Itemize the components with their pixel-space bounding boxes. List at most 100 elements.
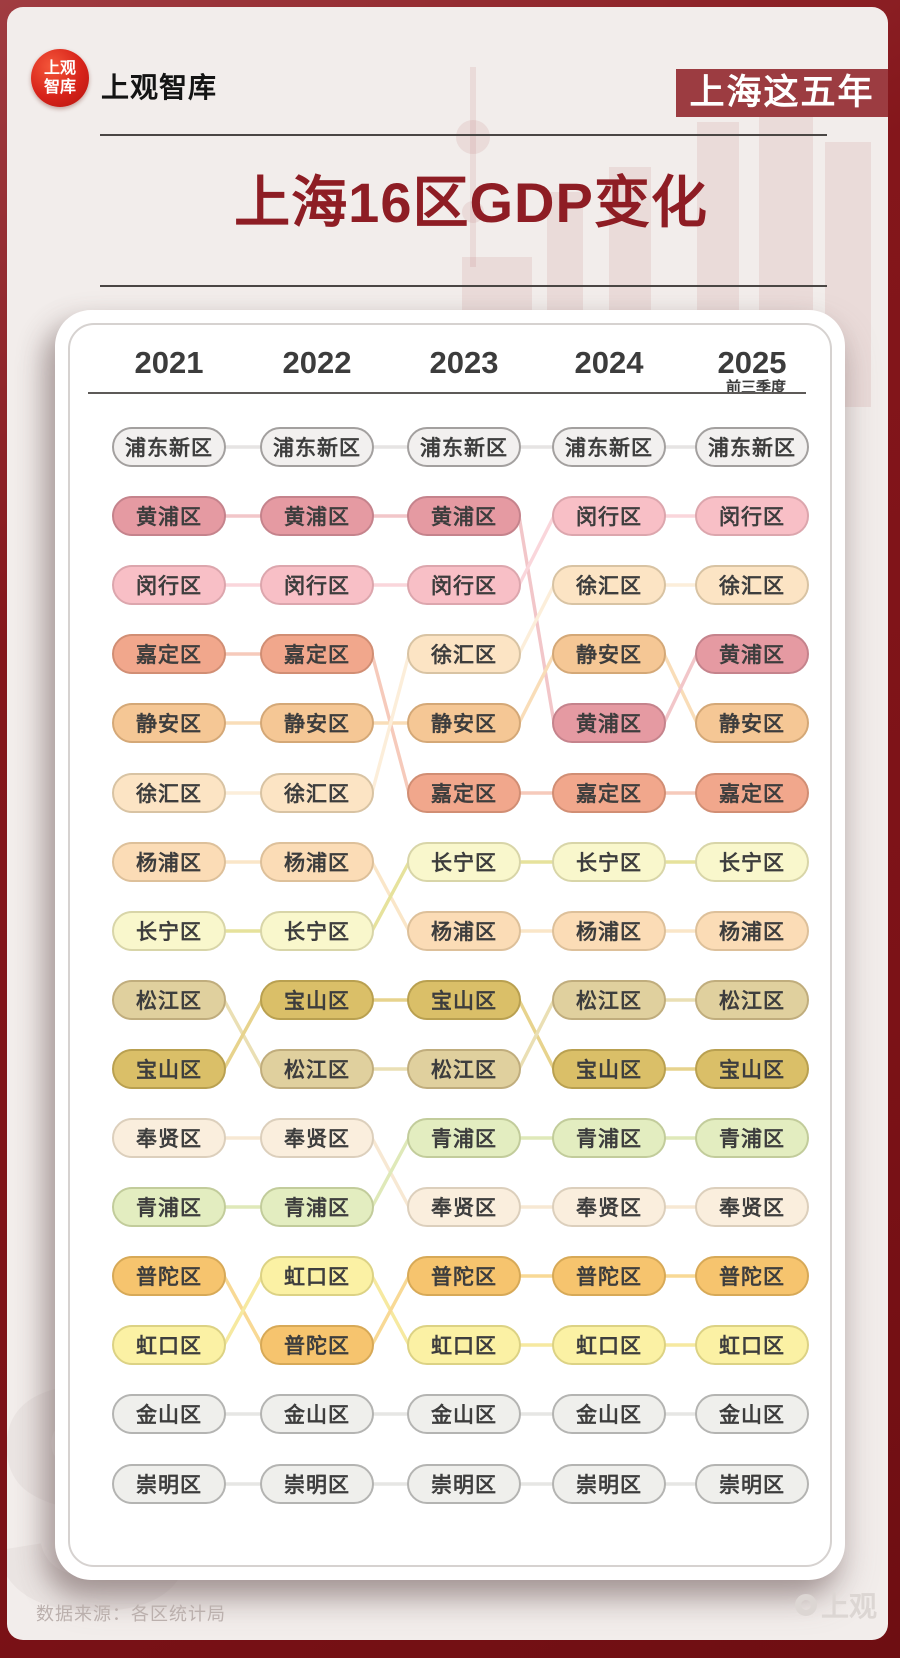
district-pill-2023-普陀区: 普陀区 (407, 1256, 521, 1296)
district-pill-2023-静安区: 静安区 (407, 703, 521, 743)
district-pill-2023-黄浦区: 黄浦区 (407, 496, 521, 536)
district-pill-2024-杨浦区: 杨浦区 (552, 911, 666, 951)
district-pill-2025-宝山区: 宝山区 (695, 1049, 809, 1089)
district-pill-2022-浦东新区: 浦东新区 (260, 427, 374, 467)
district-pill-2022-松江区: 松江区 (260, 1049, 374, 1089)
district-pill-2024-闵行区: 闵行区 (552, 496, 666, 536)
district-pill-2025-金山区: 金山区 (695, 1394, 809, 1434)
district-pill-2025-奉贤区: 奉贤区 (695, 1187, 809, 1227)
district-pill-2023-杨浦区: 杨浦区 (407, 911, 521, 951)
page-title: 上海16区GDP变化 (234, 171, 708, 234)
connector-闵行区 (517, 514, 556, 587)
year-header-2025: 2025 (717, 345, 787, 380)
district-pill-2024-徐汇区: 徐汇区 (552, 565, 666, 605)
district-pill-2025-徐汇区: 徐汇区 (695, 565, 809, 605)
district-pill-2021-静安区: 静安区 (112, 703, 226, 743)
district-pill-2021-长宁区: 长宁区 (112, 911, 226, 951)
district-pill-2021-金山区: 金山区 (112, 1394, 226, 1434)
connector-长宁区 (370, 860, 411, 933)
district-pill-2024-崇明区: 崇明区 (552, 1464, 666, 1504)
logo-badge-line2: 智库 (43, 79, 76, 96)
district-pill-2022-静安区: 静安区 (260, 703, 374, 743)
district-pill-2022-闵行区: 闵行区 (260, 565, 374, 605)
shangguan-zhiku-logo-icon: 上观 智库 (31, 49, 89, 107)
shangguan-watermark: 上观 (795, 1585, 877, 1625)
district-pill-2025-长宁区: 长宁区 (695, 842, 809, 882)
district-pill-2023-奉贤区: 奉贤区 (407, 1187, 521, 1227)
district-pill-2025-闵行区: 闵行区 (695, 496, 809, 536)
district-pill-2024-长宁区: 长宁区 (552, 842, 666, 882)
district-pill-2023-长宁区: 长宁区 (407, 842, 521, 882)
district-pill-2021-奉贤区: 奉贤区 (112, 1118, 226, 1158)
district-pill-2024-青浦区: 青浦区 (552, 1118, 666, 1158)
district-pill-2022-崇明区: 崇明区 (260, 1464, 374, 1504)
series-badge: 上海这五年 (676, 69, 888, 117)
district-pill-2021-宝山区: 宝山区 (112, 1049, 226, 1089)
connector-徐汇区 (370, 652, 411, 795)
connector-徐汇区 (517, 583, 556, 656)
district-pill-2022-长宁区: 长宁区 (260, 911, 374, 951)
district-pill-2025-静安区: 静安区 (695, 703, 809, 743)
district-pill-2023-闵行区: 闵行区 (407, 565, 521, 605)
district-pill-2022-宝山区: 宝山区 (260, 980, 374, 1020)
district-pill-2023-虹口区: 虹口区 (407, 1325, 521, 1365)
district-pill-2023-金山区: 金山区 (407, 1394, 521, 1434)
district-pill-2024-黄浦区: 黄浦区 (552, 703, 666, 743)
district-pill-2021-青浦区: 青浦区 (112, 1187, 226, 1227)
district-pill-2024-浦东新区: 浦东新区 (552, 427, 666, 467)
connector-松江区 (517, 998, 556, 1071)
district-pill-2022-嘉定区: 嘉定区 (260, 634, 374, 674)
district-pill-2022-普陀区: 普陀区 (260, 1325, 374, 1365)
district-pill-2024-虹口区: 虹口区 (552, 1325, 666, 1365)
district-pill-2024-奉贤区: 奉贤区 (552, 1187, 666, 1227)
district-pill-2021-嘉定区: 嘉定区 (112, 634, 226, 674)
district-pill-2022-奉贤区: 奉贤区 (260, 1118, 374, 1158)
connector-黄浦区 (662, 652, 699, 725)
district-pill-2025-黄浦区: 黄浦区 (695, 634, 809, 674)
district-pill-2025-青浦区: 青浦区 (695, 1118, 809, 1158)
divider-line-top (100, 134, 827, 136)
connector-宝山区 (222, 998, 264, 1071)
district-pill-2024-普陀区: 普陀区 (552, 1256, 666, 1296)
district-pill-2021-闵行区: 闵行区 (112, 565, 226, 605)
district-pill-2023-嘉定区: 嘉定区 (407, 773, 521, 813)
year-header-note: 前三季度 (725, 379, 786, 396)
district-pill-2023-青浦区: 青浦区 (407, 1118, 521, 1158)
divider-line-bottom (100, 285, 827, 287)
district-pill-2023-崇明区: 崇明区 (407, 1464, 521, 1504)
district-pill-2023-浦东新区: 浦东新区 (407, 427, 521, 467)
connector-虹口区 (222, 1274, 264, 1347)
connector-静安区 (517, 652, 556, 725)
data-source-note: 数据来源：各区统计局 (36, 1604, 226, 1624)
district-pill-2022-杨浦区: 杨浦区 (260, 842, 374, 882)
logo-badge-line1: 上观 (43, 59, 76, 77)
year-header-2022: 2022 (282, 345, 352, 380)
district-pill-2025-嘉定区: 嘉定区 (695, 773, 809, 813)
district-pill-2021-虹口区: 虹口区 (112, 1325, 226, 1365)
year-header-underline (88, 392, 806, 394)
district-pill-2023-宝山区: 宝山区 (407, 980, 521, 1020)
district-pill-2024-宝山区: 宝山区 (552, 1049, 666, 1089)
connector-青浦区 (370, 1136, 411, 1209)
watermark-text: 上观 (821, 1591, 878, 1622)
district-pill-2024-静安区: 静安区 (552, 634, 666, 674)
district-pill-2021-杨浦区: 杨浦区 (112, 842, 226, 882)
district-pill-2024-嘉定区: 嘉定区 (552, 773, 666, 813)
district-pill-2022-徐汇区: 徐汇区 (260, 773, 374, 813)
district-pill-2025-杨浦区: 杨浦区 (695, 911, 809, 951)
district-pill-2021-松江区: 松江区 (112, 980, 226, 1020)
year-header-2021: 2021 (134, 345, 204, 380)
year-header-2023: 2023 (429, 345, 499, 380)
district-pill-2021-普陀区: 普陀区 (112, 1256, 226, 1296)
district-pill-2021-崇明区: 崇明区 (112, 1464, 226, 1504)
district-pill-2021-黄浦区: 黄浦区 (112, 496, 226, 536)
district-pill-2022-青浦区: 青浦区 (260, 1187, 374, 1227)
district-pill-2025-虹口区: 虹口区 (695, 1325, 809, 1365)
district-pill-2022-金山区: 金山区 (260, 1394, 374, 1434)
district-pill-2021-浦东新区: 浦东新区 (112, 427, 226, 467)
district-pill-2021-徐汇区: 徐汇区 (112, 773, 226, 813)
connector-普陀区 (370, 1274, 411, 1347)
year-header-2024: 2024 (574, 345, 644, 380)
